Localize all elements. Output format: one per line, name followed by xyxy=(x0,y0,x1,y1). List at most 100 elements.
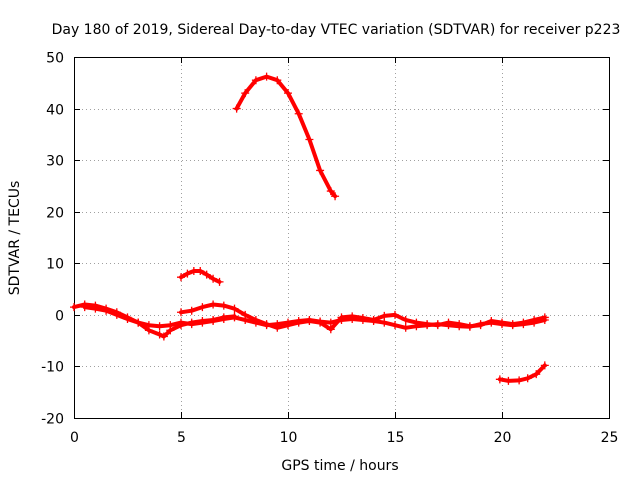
plot-frame xyxy=(74,57,610,419)
data-point xyxy=(177,308,185,317)
data-point xyxy=(487,317,496,326)
y-tick-label: -20 xyxy=(41,412,64,428)
y-tick-label: 20 xyxy=(46,206,64,222)
series-group xyxy=(70,72,549,385)
data-point xyxy=(177,318,185,327)
data-point xyxy=(316,318,325,327)
data-point xyxy=(187,320,196,329)
data-point xyxy=(251,76,260,85)
data-point xyxy=(530,316,539,325)
data-point xyxy=(444,318,453,327)
data-point xyxy=(476,321,485,330)
x-tick-label: 15 xyxy=(387,430,405,446)
data-point xyxy=(70,303,78,312)
data-point xyxy=(294,318,303,327)
data-point xyxy=(433,321,442,330)
y-tick-label: 30 xyxy=(46,154,64,170)
y-tick-label: 10 xyxy=(46,257,64,273)
data-point xyxy=(305,135,314,144)
data-point xyxy=(273,323,282,332)
data-point xyxy=(294,109,303,118)
data-point xyxy=(155,322,164,331)
data-point xyxy=(495,375,504,384)
series-line xyxy=(234,74,338,199)
x-tick-label: 5 xyxy=(177,430,186,446)
data-point xyxy=(380,311,389,320)
data-point xyxy=(504,376,513,385)
data-point xyxy=(166,321,175,330)
data-point xyxy=(241,89,250,98)
data-point xyxy=(284,321,292,330)
data-point xyxy=(187,306,196,315)
y-axis-label: SDTVAR / TECUs xyxy=(7,181,23,296)
data-point xyxy=(209,317,218,326)
data-point xyxy=(177,273,185,282)
data-point xyxy=(241,310,250,319)
data-point xyxy=(523,374,532,383)
data-point xyxy=(508,320,517,329)
data-point xyxy=(202,270,211,279)
data-point xyxy=(348,312,357,321)
data-point xyxy=(380,318,389,327)
data-point xyxy=(337,313,346,322)
data-point xyxy=(123,314,132,323)
x-axis-label: GPS time / hours xyxy=(281,458,398,474)
data-point xyxy=(326,318,335,327)
data-point xyxy=(540,361,549,370)
x-tick-label: 20 xyxy=(494,430,512,446)
data-point xyxy=(284,89,292,98)
data-point xyxy=(209,274,218,283)
chart-title: Day 180 of 2019, Sidereal Day-to-day VTE… xyxy=(52,22,621,38)
data-point xyxy=(112,310,121,319)
series-arc-4 xyxy=(177,267,224,286)
series-arc-6 xyxy=(495,361,549,385)
y-tick-label: 50 xyxy=(46,51,64,67)
data-point xyxy=(391,310,399,319)
data-point xyxy=(412,318,421,327)
axes: 0 5 10 15 20 25 -20 -10 0 10 20 30 40 50 xyxy=(41,51,618,447)
data-point xyxy=(102,306,111,315)
data-point xyxy=(155,330,164,339)
data-point xyxy=(498,318,506,327)
data-point xyxy=(198,318,207,327)
data-point xyxy=(401,323,410,332)
data-point xyxy=(196,267,205,276)
x-tick-label: 10 xyxy=(280,430,298,446)
data-point xyxy=(198,303,207,312)
data-point xyxy=(159,332,168,341)
data-point xyxy=(423,320,432,329)
data-point xyxy=(326,187,335,196)
data-point xyxy=(391,321,399,330)
data-point xyxy=(515,376,524,385)
data-point xyxy=(305,317,314,326)
data-point xyxy=(369,316,378,325)
data-point xyxy=(532,370,541,379)
data-point xyxy=(316,166,325,175)
series-line xyxy=(497,363,547,383)
x-tick-label: 25 xyxy=(601,430,619,446)
data-point xyxy=(91,304,100,313)
data-point xyxy=(326,325,335,334)
y-tick-label: 40 xyxy=(46,103,64,119)
data-point xyxy=(331,192,340,201)
data-point xyxy=(230,304,239,313)
grid xyxy=(74,57,609,418)
data-point xyxy=(134,318,143,327)
data-point xyxy=(358,313,367,322)
data-point xyxy=(519,318,528,327)
data-point xyxy=(219,314,228,323)
x-tick-label: 0 xyxy=(70,430,79,446)
data-point xyxy=(80,303,89,312)
data-point xyxy=(219,301,228,310)
data-point xyxy=(209,300,218,309)
y-tick-label: -10 xyxy=(41,360,64,376)
data-point xyxy=(540,313,549,322)
series-arc-3 xyxy=(177,300,549,334)
series-arc-5 xyxy=(232,72,340,201)
data-point xyxy=(465,322,474,331)
data-point xyxy=(230,313,239,322)
data-point xyxy=(232,104,241,113)
series-arc-2 xyxy=(80,303,549,332)
data-point xyxy=(144,321,153,330)
